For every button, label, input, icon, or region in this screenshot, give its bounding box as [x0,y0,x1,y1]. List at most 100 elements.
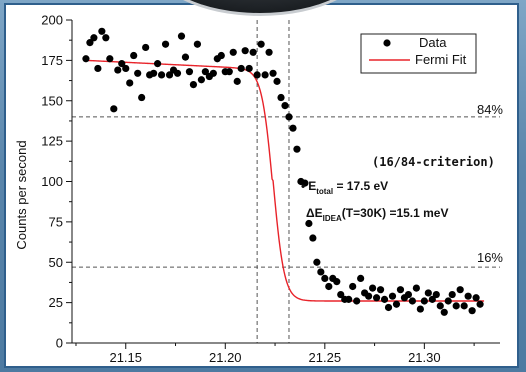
etotal-annotation: • Etotal = 17.5 eV [301,179,388,196]
x-tick-label: 21.20 [209,350,242,365]
y-tick-label: 0 [56,336,63,351]
data-point [392,300,401,308]
data-point [444,297,452,305]
data-point [106,55,114,63]
data-point [317,268,325,276]
data-point [273,77,281,85]
x-tick-label: 21.15 [109,350,142,365]
data-point [110,105,118,113]
data-point [337,290,345,299]
legend: Data Fermi Fit [360,33,477,74]
y-tick-label: 25 [49,295,63,310]
delta-value: (T=30K) =15.1 meV [342,206,449,220]
data-point [325,282,333,291]
y-tick-label: 175 [41,53,63,68]
data-point [384,303,393,312]
data-point [82,55,90,63]
delta-annotation: ΔEIDEA(T=30K) =15.1 meV [306,206,449,223]
data-point [460,302,468,310]
data-point [305,219,313,228]
data-point [233,77,241,85]
data-point [265,48,273,56]
data-point [321,274,329,282]
data-point [177,32,186,40]
data-point [225,68,233,76]
data-point [301,179,309,187]
data-point [464,292,472,300]
data-point [420,297,428,305]
data-point [448,290,456,299]
x-tick-label: 21.25 [309,350,342,365]
legend-data-label: Data [419,35,447,50]
y-axis-title: Counts per second [14,140,29,249]
data-point [261,71,269,79]
data-point [150,69,158,77]
etotal-bullet: • [301,179,305,193]
data-point [201,68,209,76]
data-point [349,282,357,291]
data-point [154,60,162,68]
data-point [130,51,138,60]
data-point [412,284,420,292]
data-point [138,93,146,102]
data-point [165,71,174,79]
data-point [372,294,381,302]
data-point [229,48,237,56]
data-point [309,234,317,242]
data-point [197,76,205,84]
data-point [181,53,190,61]
data-point [281,101,289,110]
fermi-fit-line [85,59,485,302]
legend-data-marker [383,39,391,47]
data-point [277,93,285,102]
data-point [293,145,301,153]
data-point [189,81,198,89]
data-point [345,295,353,303]
data-point [365,292,373,300]
data-point [424,289,432,297]
data-point [209,69,217,77]
delta-subscript: IDEA [323,214,342,223]
y-tick-label: 125 [41,134,63,149]
data-point [269,69,277,77]
data-point [432,290,440,299]
guide-label-16: 16% [477,250,503,265]
y-tick-label: 75 [49,214,63,229]
data-point [476,300,484,308]
data-point [86,39,94,47]
data-point [161,40,170,48]
data-point [289,124,297,132]
data-point [118,60,126,68]
data-point [376,286,385,294]
y-tick-label: 200 [41,13,63,28]
data-point [436,302,444,310]
x-tick-label: 21.30 [408,350,441,365]
legend-fit-label: Fermi Fit [415,52,467,67]
data-point [408,297,417,305]
data-point [157,71,166,79]
y-tick-label: 50 [49,255,63,270]
legend-box [360,33,477,74]
data-point [353,297,361,305]
data-point [90,34,98,42]
data-point [185,68,194,76]
data-point [468,307,476,315]
data-point [380,295,389,303]
data-point [102,34,110,42]
data-point [369,284,377,292]
data-point [456,286,464,294]
data-point [245,64,253,73]
data-point [249,48,257,56]
data-point [404,290,413,299]
y-tick-label: 150 [41,93,63,108]
etotal-subscript: total [316,187,333,196]
data-points [82,27,484,316]
data-point [114,66,122,74]
data-point [388,292,397,300]
delta-symbol: ΔE [306,206,323,220]
axes: 0 25 50 75 100 125 150 175 200 21.15 21.20 21.25 21.… [41,13,500,365]
data-point [173,69,182,77]
data-point [142,43,150,52]
data-point [253,71,261,79]
